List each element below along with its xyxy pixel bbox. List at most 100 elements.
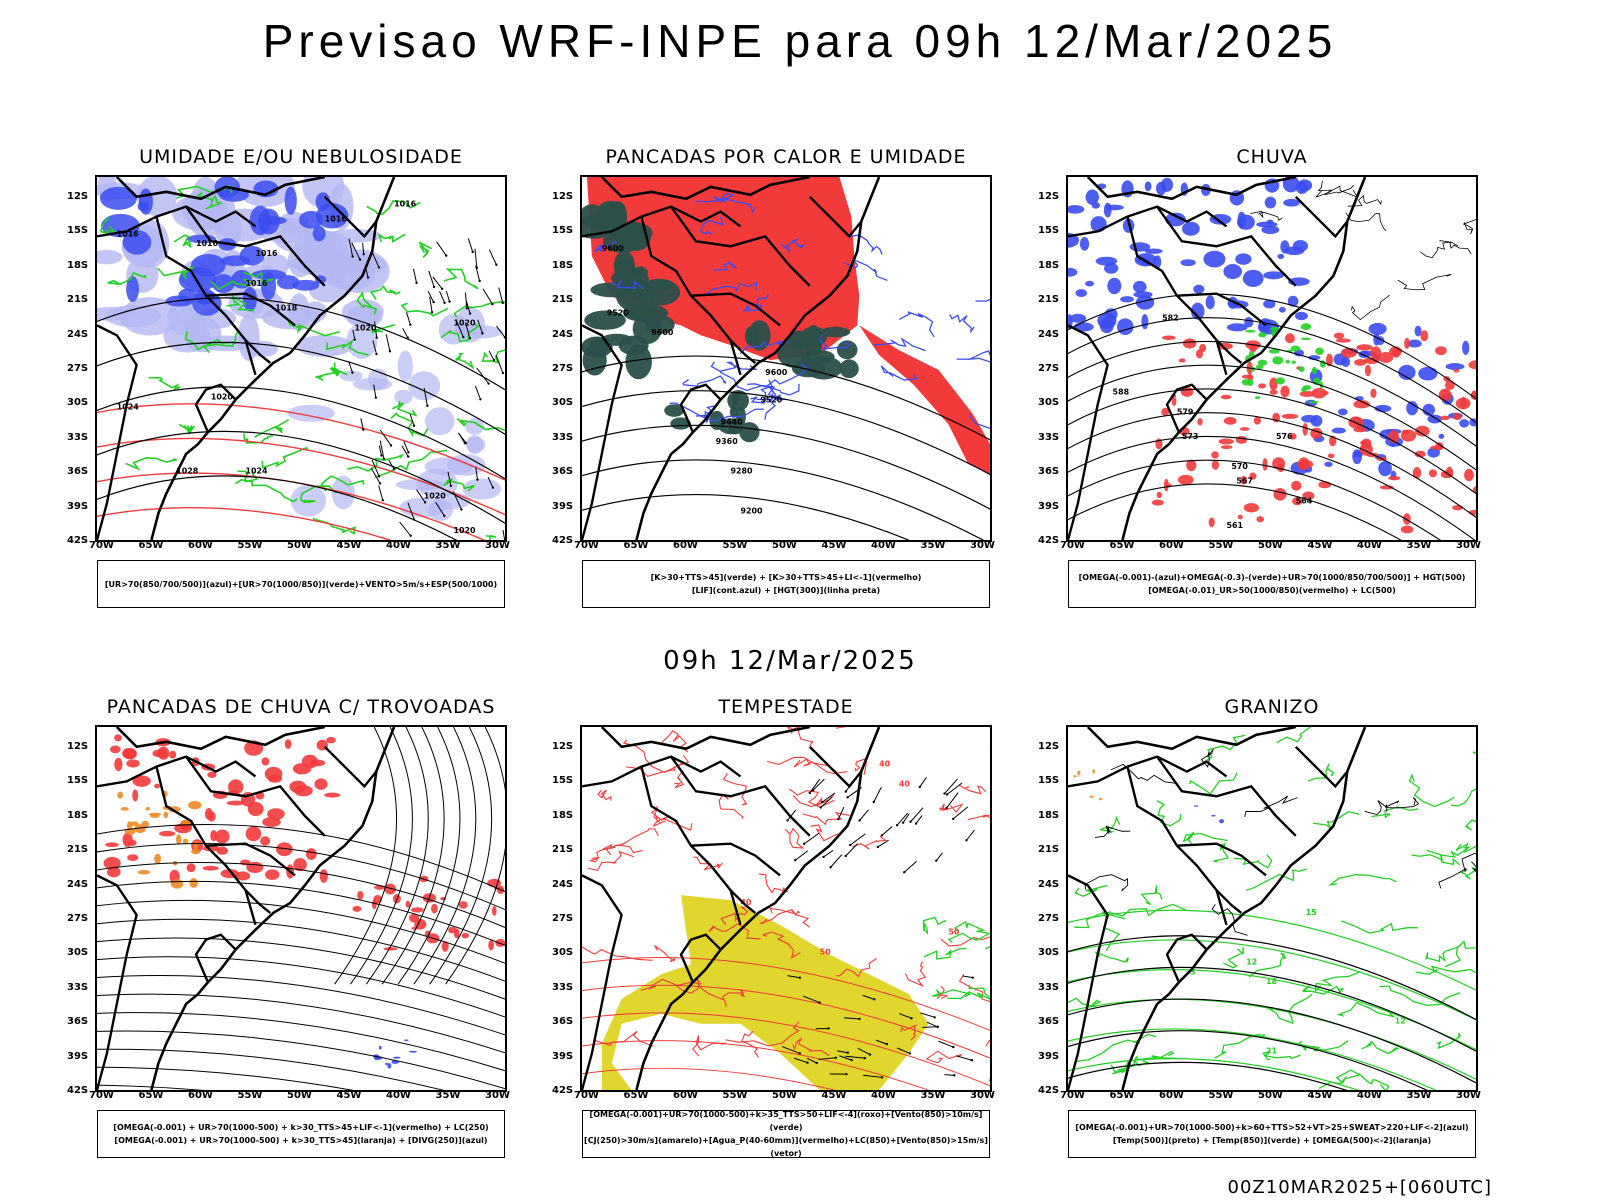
thunder-area-red <box>357 890 364 900</box>
rain-area-blue <box>1462 340 1470 355</box>
lat-tick-label: 30S <box>1038 947 1060 959</box>
map-umidade[interactable]: 1016 1016 1016 1016 1016 1016 1018 1020 1020 1020… <box>95 175 507 542</box>
lifted-index-contour <box>847 234 883 255</box>
map-pancadas-calor[interactable]: 9600 9520 9600 9600 9520 9440 9360 9280 9200 <box>580 175 992 542</box>
wind-vector <box>385 334 391 352</box>
wind-vector-head <box>798 1052 802 1055</box>
temp500-contour <box>1068 935 1476 1021</box>
map-chuva[interactable]: 588 582 579 573 576 570 567 564 561 <box>1066 175 1478 542</box>
wind-vector <box>435 502 445 517</box>
wind-vector <box>845 1055 865 1059</box>
wind-vector-head <box>445 254 448 257</box>
legend-line: [CJ(250)>30m/s](amarelo)+[Agua_P(40-60mm… <box>584 1136 988 1158</box>
panel-title: PANCADAS DE CHUVA C/ TROVOADAS <box>106 696 496 718</box>
wind-vector-head <box>910 1017 913 1020</box>
rain-area-green <box>1254 396 1261 400</box>
wind-vector-head <box>818 1001 821 1004</box>
wind-vector-head <box>848 843 852 847</box>
rain-area-blue <box>1129 242 1151 252</box>
height-contour <box>582 390 990 476</box>
humidity-area-light <box>352 377 393 391</box>
map-trovoadas[interactable] <box>95 725 507 1092</box>
wind-vector <box>787 975 800 979</box>
temp500-contour <box>1068 1061 1348 1090</box>
contour-label: 15 <box>1306 908 1317 917</box>
wind-vector-head <box>382 457 386 460</box>
lat-tick-label: 21S <box>1038 294 1060 306</box>
contour-label: 9520 <box>607 308 630 317</box>
precipitable-water-contour <box>758 908 801 925</box>
rain-area-green <box>1257 359 1268 366</box>
rain-area-red <box>1262 458 1268 471</box>
wind-vector-head <box>362 428 365 431</box>
state-border <box>679 383 722 433</box>
streamline <box>1462 218 1476 235</box>
state-border <box>729 889 757 914</box>
wind-vector <box>881 826 893 836</box>
streamline <box>413 727 477 985</box>
lon-tick-label: 55W <box>1208 1090 1234 1101</box>
temp850-contour <box>1336 1001 1396 1018</box>
rain-area-blue <box>1120 296 1134 303</box>
rain-area-blue <box>1203 250 1226 268</box>
thunder-area-red <box>319 869 328 883</box>
rain-area-red <box>1340 347 1357 358</box>
panel-title: PANCADAS POR CALOR E UMIDADE <box>605 146 967 168</box>
rain-area-red <box>1249 472 1257 480</box>
precipitable-water-contour <box>588 843 616 863</box>
wind-vector-head <box>845 1072 848 1076</box>
precipitable-water-contour <box>793 758 837 773</box>
coastline <box>115 727 396 1090</box>
humidity-contour-green <box>148 376 181 391</box>
temp850-contour <box>1328 874 1397 886</box>
lon-tick-label: 40W <box>386 1090 411 1101</box>
precipitable-water-contour <box>725 1021 800 1047</box>
thunder-area-orange <box>148 812 162 816</box>
pressure-isobar <box>97 430 505 525</box>
humidity-contour-green <box>366 200 421 216</box>
wind-vector <box>952 806 969 820</box>
humidity-contour-green <box>300 485 337 504</box>
humidity-contour-green <box>178 423 195 436</box>
thunder-area-red <box>305 848 317 860</box>
wind-vector-head <box>880 1076 884 1079</box>
temp850-contour <box>1318 1069 1361 1089</box>
thunder-area-orange <box>154 853 161 864</box>
lat-tick-label: 33S <box>1038 981 1060 993</box>
rain-area-blue <box>1324 461 1333 467</box>
rain-area-red <box>1400 525 1414 534</box>
lon-tick-label: 55W <box>237 1090 263 1101</box>
lon-tick-label: 50W <box>1258 540 1283 551</box>
rain-area-blue <box>1237 211 1246 229</box>
coastline <box>1086 727 1367 1090</box>
lon-tick-label: 40W <box>871 540 896 551</box>
rain-area-red <box>1298 457 1310 471</box>
state-border <box>97 324 138 540</box>
precipitable-water-contour <box>836 727 847 729</box>
thunder-area-red <box>114 757 123 772</box>
streamline <box>97 918 505 982</box>
map-plot: 9600 9520 9600 9600 9520 9440 9360 9280 9200 <box>582 177 990 540</box>
rain-area-red <box>1402 429 1409 435</box>
precipitable-water-contour <box>810 824 839 842</box>
wind-vector-head <box>432 300 435 304</box>
pressure-isobar <box>97 475 458 540</box>
lifted-index-contour <box>756 383 800 401</box>
streamline <box>1250 210 1283 221</box>
rain-area-red <box>1404 337 1410 349</box>
lat-tick-label: 27S <box>67 363 89 374</box>
humidity-contour-green <box>455 352 475 370</box>
contour-label: 50 <box>948 928 960 937</box>
thunder-area-red <box>132 789 139 802</box>
thunder-area-red <box>226 800 246 806</box>
rain-area-red <box>1370 346 1382 359</box>
thunder-area-orange <box>176 834 182 845</box>
wind-vector-head <box>844 854 847 858</box>
rain-area-blue <box>1278 306 1286 313</box>
wind-vector-head <box>406 336 409 339</box>
lon-tick-label: 45W <box>1307 540 1333 551</box>
map-tempestade[interactable]: 40 40 40 50 50 <box>580 725 992 1092</box>
temp850-contour <box>1068 998 1476 1080</box>
lat-tick-label: 42S <box>1038 535 1060 546</box>
map-granizo[interactable]: 15 12 18 12 21 -3 <box>1066 725 1478 1092</box>
